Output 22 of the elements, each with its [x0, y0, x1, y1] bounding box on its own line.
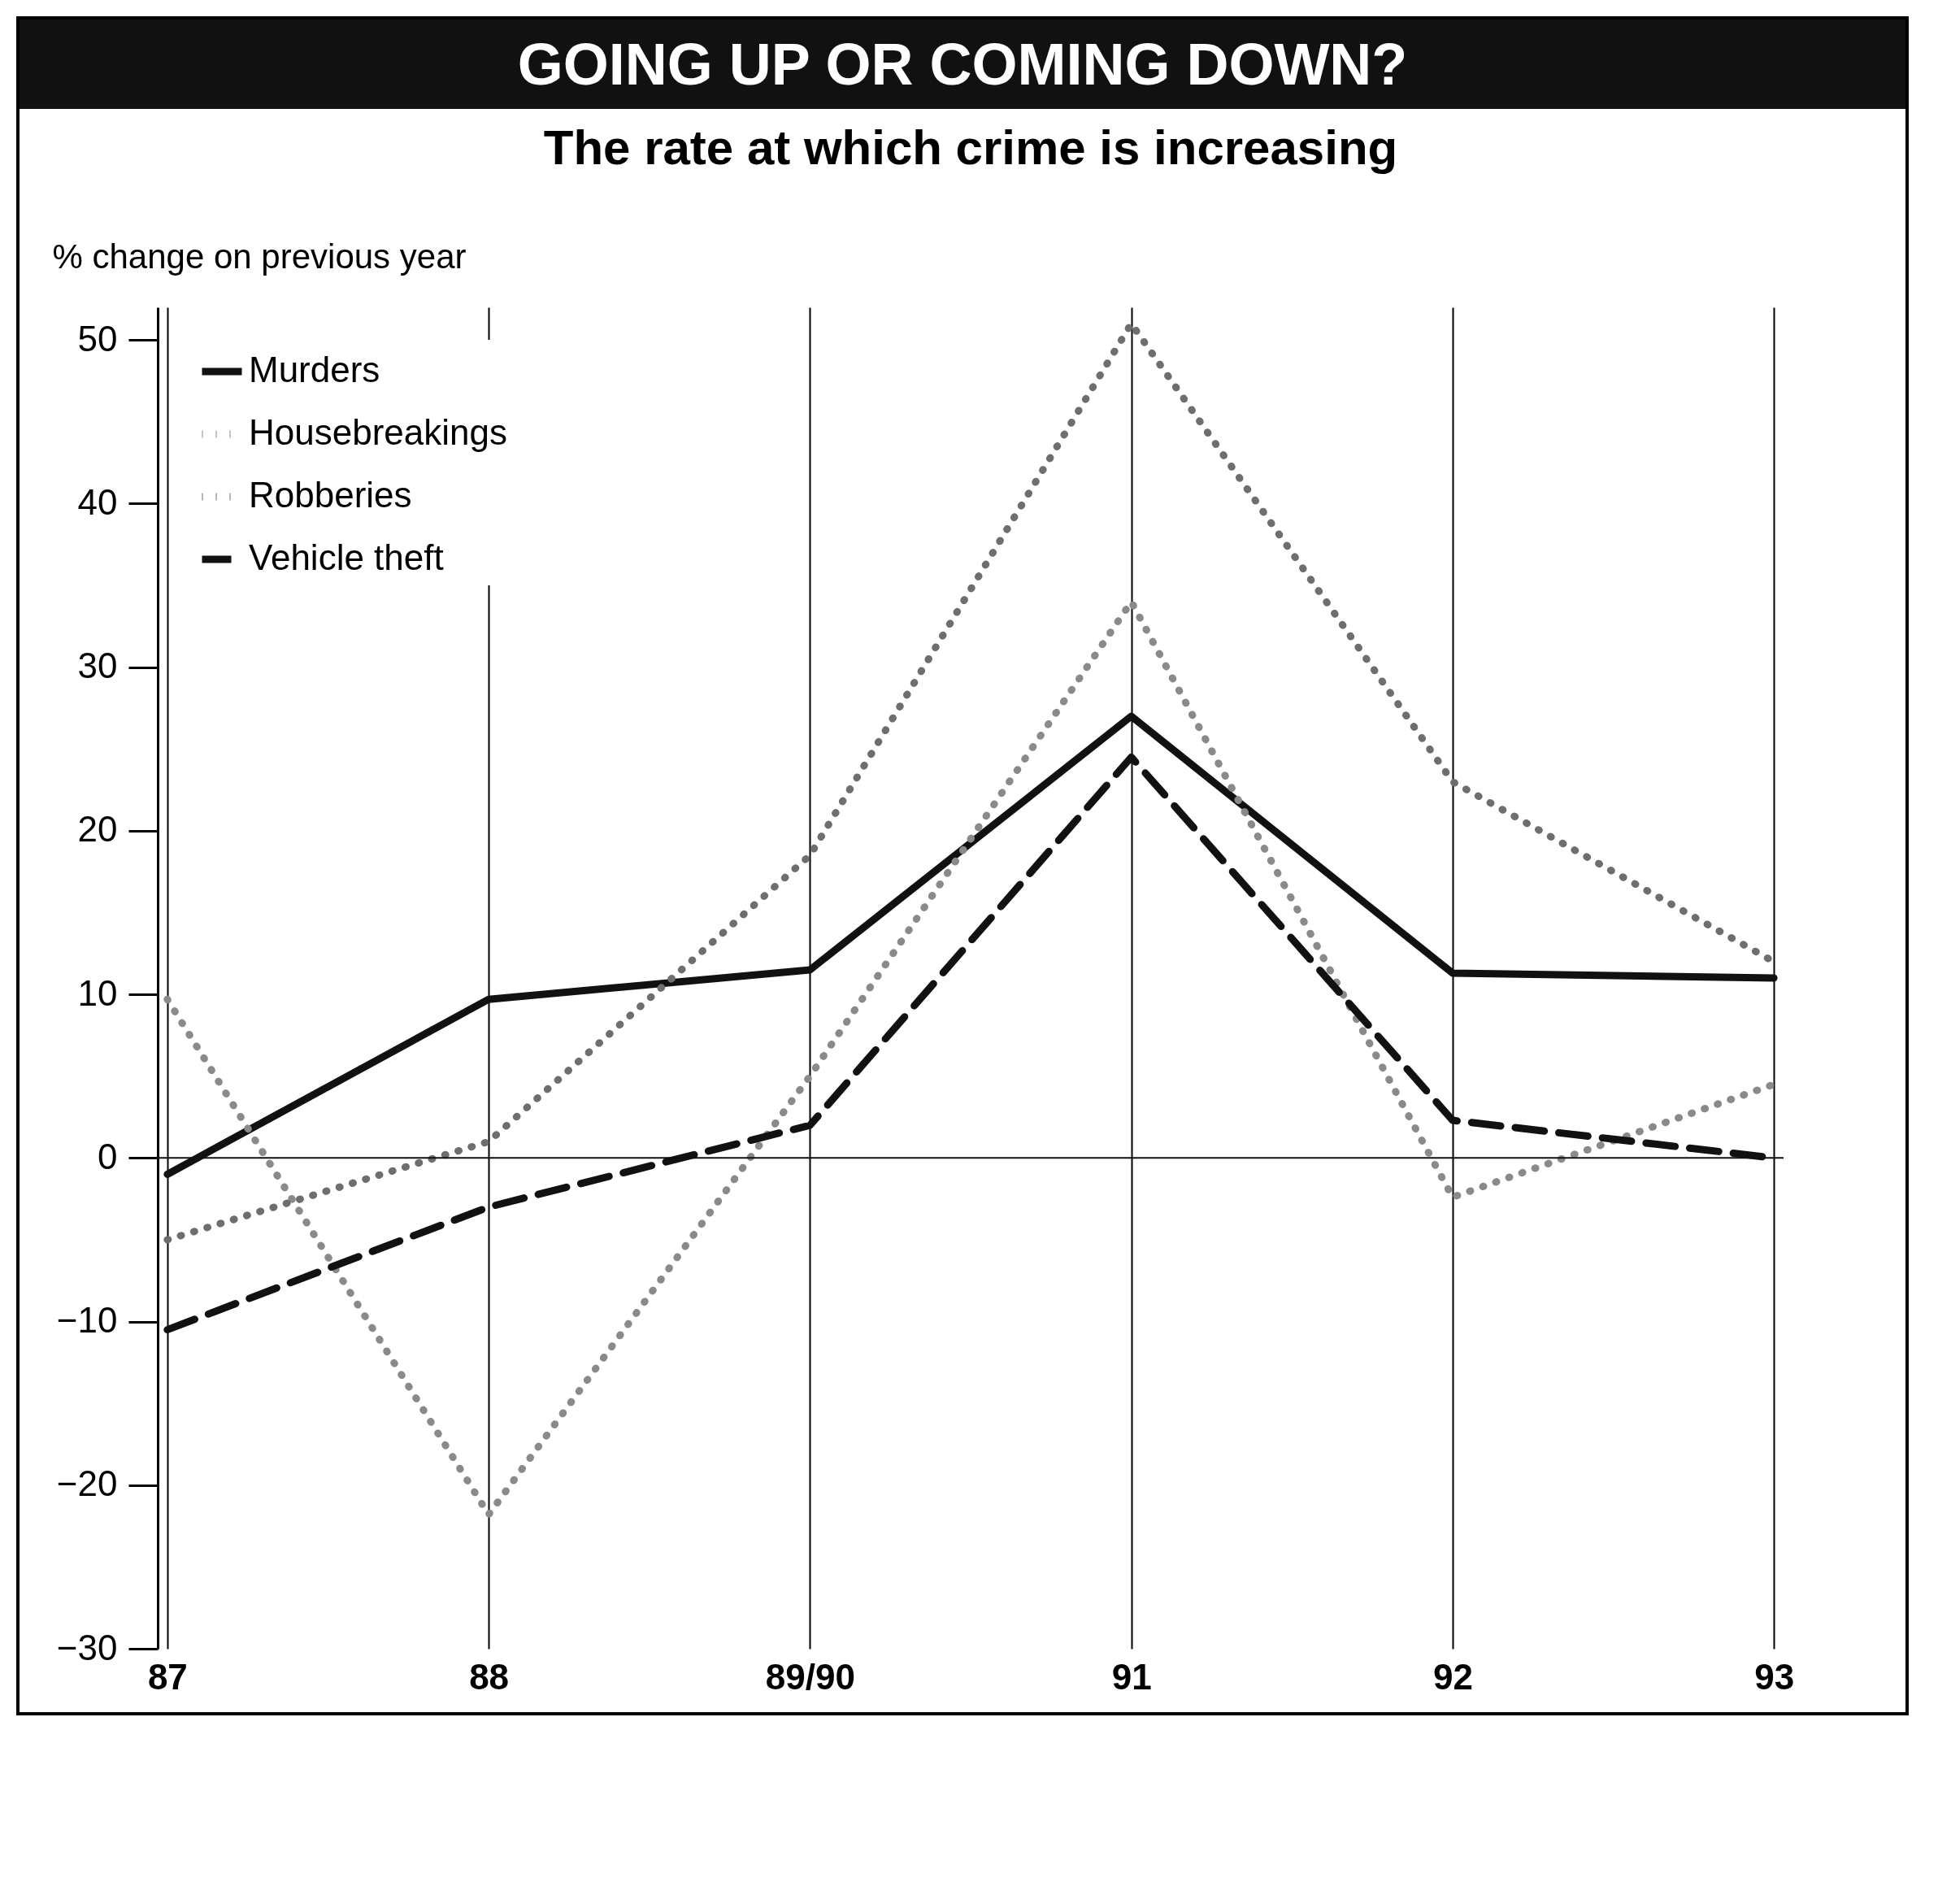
x-tick-label: 89/90	[765, 1656, 855, 1697]
y-tick-label: −30	[56, 1627, 118, 1667]
x-tick-label: 88	[469, 1656, 510, 1697]
y-tick-label: 0	[98, 1136, 118, 1176]
y-tick-label: 20	[77, 809, 118, 850]
legend-label: Vehicle theft	[249, 537, 444, 577]
x-tick-label: 93	[1754, 1656, 1795, 1697]
x-tick-label: 87	[147, 1656, 188, 1697]
legend-label: Murders	[249, 350, 380, 389]
x-tick-label: 91	[1111, 1656, 1152, 1697]
y-axis-title: % change on previous year	[52, 237, 467, 276]
chart-subtitle: The rate at which crime is increasing	[543, 120, 1398, 175]
y-tick-label: 30	[77, 646, 118, 686]
y-tick-label: 10	[77, 972, 118, 1013]
y-tick-label: 50	[77, 318, 118, 359]
legend-label: Housebreakings	[249, 412, 507, 452]
x-tick-label: 92	[1432, 1656, 1473, 1697]
y-tick-label: 40	[77, 481, 118, 522]
legend-label: Robberies	[249, 475, 412, 515]
y-tick-label: −20	[56, 1463, 118, 1504]
chart-title: GOING UP OR COMING DOWN?	[20, 20, 1905, 109]
y-tick-label: −10	[56, 1300, 118, 1341]
